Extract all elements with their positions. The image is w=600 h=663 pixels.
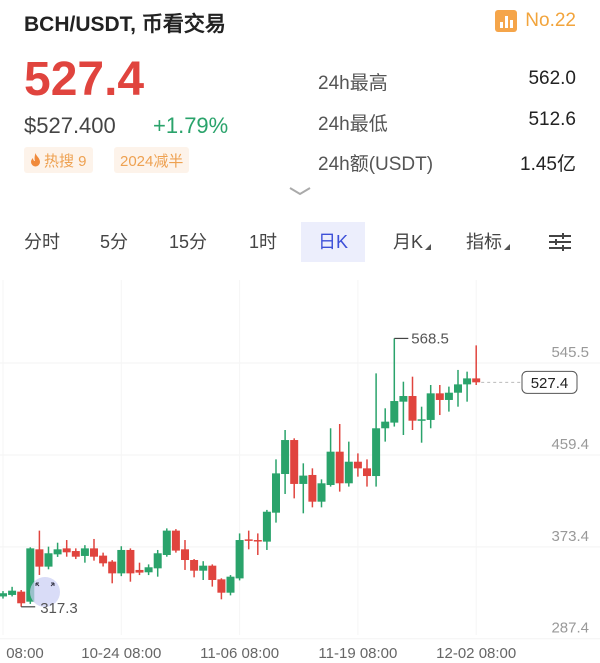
y-tick-label: 545.5 [551, 344, 589, 361]
candle-body [153, 553, 162, 569]
bar-chart-icon [495, 10, 518, 32]
candle-body [317, 483, 326, 502]
candle-body [171, 530, 180, 551]
candle-body [353, 461, 362, 469]
candle-body [135, 569, 144, 573]
candle-body [126, 549, 135, 574]
tab-5min[interactable]: 5分 [99, 232, 128, 252]
candle-body [17, 591, 26, 604]
tab-timeshare[interactable]: 分时 [24, 232, 60, 252]
last-price-tag-label: 527.4 [531, 375, 569, 392]
x-tick-label: 12-02 08:00 [436, 645, 516, 662]
tab-15min[interactable]: 15分 [168, 232, 208, 252]
candle-body [262, 511, 271, 542]
candle-body [226, 576, 235, 593]
fire-icon [31, 153, 40, 167]
hot-search-tag[interactable]: 热搜 9 [24, 147, 93, 173]
candle-body [162, 530, 171, 555]
candle-body [253, 540, 262, 542]
candle-body [181, 549, 189, 561]
dropdown-corner-icon [504, 244, 510, 250]
tab-daily[interactable]: 日K [301, 222, 365, 262]
candle-body [299, 475, 308, 484]
candle-body [272, 473, 280, 513]
tab-monthly[interactable]: 月K [384, 222, 440, 262]
stat-24h-high: 24h最高 562.0 [318, 68, 576, 94]
candle-body [426, 393, 435, 420]
candle-body [144, 567, 153, 573]
candle-body [417, 419, 426, 421]
candle-body [117, 549, 126, 574]
candlestick-chart[interactable]: 545.5 459.4 373.4 287.4 08:00 10-24 08:00 11-0… [0, 270, 600, 663]
settings-sliders-icon[interactable] [548, 232, 572, 252]
candle-body [199, 565, 208, 571]
candle-body [35, 549, 44, 567]
candle-body [435, 393, 444, 400]
tab-indicators-label: 指标 [466, 232, 502, 252]
price-change: +1.79% [153, 113, 229, 138]
tab-indicators[interactable]: 指标 [458, 222, 518, 262]
candle-body [344, 461, 353, 484]
stat-24h-low: 24h最低 512.6 [318, 109, 576, 135]
candle-body [308, 474, 317, 502]
candle-body [62, 548, 71, 553]
chevron-down-icon[interactable] [288, 184, 312, 198]
candle-body [80, 548, 89, 556]
candle-body [399, 396, 408, 402]
candle-body [372, 428, 381, 477]
candle-body [208, 565, 217, 580]
rank-badge[interactable]: No.22 [495, 10, 576, 32]
candle-body [335, 451, 344, 484]
dropdown-corner-icon [425, 244, 431, 250]
y-tick-label: 287.4 [551, 620, 589, 637]
x-tick-label: 11-06 08:00 [200, 645, 279, 662]
candle-body [217, 579, 226, 593]
candle-body [8, 590, 17, 595]
candle-body [472, 378, 481, 383]
candle-body [235, 540, 244, 579]
usd-price: $527.400 [24, 113, 116, 138]
candle-body [71, 551, 80, 557]
candle-body [463, 378, 472, 385]
last-price-tag [521, 370, 578, 394]
interval-tabs: 分时 5分 15分 1时 日K 月K 指标 [0, 222, 600, 262]
candle-body [26, 548, 35, 602]
candle-body [363, 468, 371, 477]
expand-arrows-icon [35, 582, 55, 587]
candle-body [290, 440, 299, 484]
last-price: 527.4 [24, 53, 145, 106]
candle-body [408, 396, 417, 421]
candle-body [281, 440, 290, 475]
hot-search-label: 热搜 9 [44, 152, 87, 170]
candle-body [108, 561, 117, 574]
candle-body [454, 384, 462, 393]
candle-body [90, 548, 98, 557]
tab-monthly-label: 月K [392, 232, 423, 252]
candle-body [244, 539, 253, 541]
candle-body [381, 421, 390, 429]
rank-label: No.22 [525, 10, 576, 31]
candle-body [0, 593, 7, 597]
tab-1hour[interactable]: 1时 [248, 232, 277, 252]
min-price-label: 317.3 [40, 600, 78, 617]
candle-body [99, 555, 108, 564]
y-tick-label: 373.4 [551, 528, 589, 545]
stat-24h-volume: 24h额(USDT) 1.45亿 [318, 154, 576, 175]
x-tick-label: 08:00 [6, 645, 44, 662]
y-tick-label: 459.4 [551, 436, 589, 453]
max-price-label: 568.5 [411, 330, 449, 347]
candle-body [190, 560, 199, 571]
candle-body [44, 553, 53, 567]
candle-body [390, 401, 399, 423]
x-tick-label: 11-19 08:00 [318, 645, 397, 662]
candle-body [444, 392, 453, 400]
candle-body [53, 549, 62, 555]
x-tick-label: 10-24 08:00 [81, 645, 161, 662]
halving-tag[interactable]: 2024减半 [114, 147, 190, 173]
candle-body [326, 451, 335, 486]
pair-title: BCH/USDT, 币看交易 [24, 13, 226, 36]
